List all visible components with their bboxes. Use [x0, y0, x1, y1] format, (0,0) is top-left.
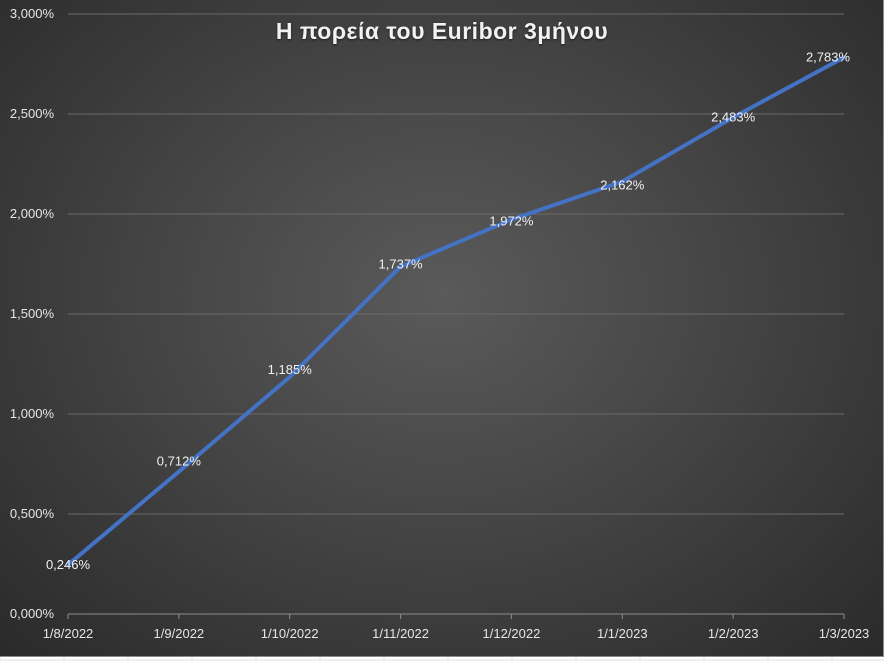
x-tick-label: 1/10/2022 — [261, 626, 319, 641]
y-tick-label: 2,000% — [10, 206, 55, 221]
y-tick-label: 0,500% — [10, 506, 55, 521]
data-label: 0,246% — [46, 557, 91, 572]
x-tick-label: 1/12/2022 — [483, 626, 541, 641]
series-line — [66, 55, 846, 567]
data-point — [509, 217, 514, 222]
x-tick-label: 1/9/2022 — [154, 626, 205, 641]
x-tick-label: 1/8/2022 — [43, 626, 94, 641]
data-label: 2,783% — [806, 49, 851, 64]
x-tick-label: 1/3/2023 — [819, 626, 870, 641]
data-point — [842, 55, 846, 60]
data-label: 2,162% — [600, 178, 645, 193]
y-tick-label: 3,000% — [10, 6, 55, 21]
data-label: 2,483% — [711, 109, 756, 124]
chart-title: Η πορεία του Euribor 3μήνου — [275, 18, 609, 44]
x-tick-label: 1/2/2023 — [708, 626, 759, 641]
data-point — [66, 562, 70, 567]
y-tick-label: 0,000% — [10, 606, 55, 621]
data-point — [176, 469, 181, 474]
x-tick-label: 1/1/2023 — [597, 626, 648, 641]
data-label: 1,972% — [489, 214, 534, 229]
y-tick-label: 2,500% — [10, 106, 55, 121]
data-point — [287, 375, 292, 379]
data-point — [398, 264, 403, 269]
data-label: 0,712% — [157, 454, 202, 469]
x-tick-label: 1/11/2022 — [372, 626, 429, 641]
data-label: 1,185% — [268, 362, 313, 377]
data-label: 1,737% — [379, 257, 424, 272]
data-point — [620, 179, 625, 184]
y-tick-label: 1,500% — [10, 306, 55, 321]
y-tick-label: 1,000% — [10, 406, 55, 421]
data-point — [731, 115, 736, 120]
